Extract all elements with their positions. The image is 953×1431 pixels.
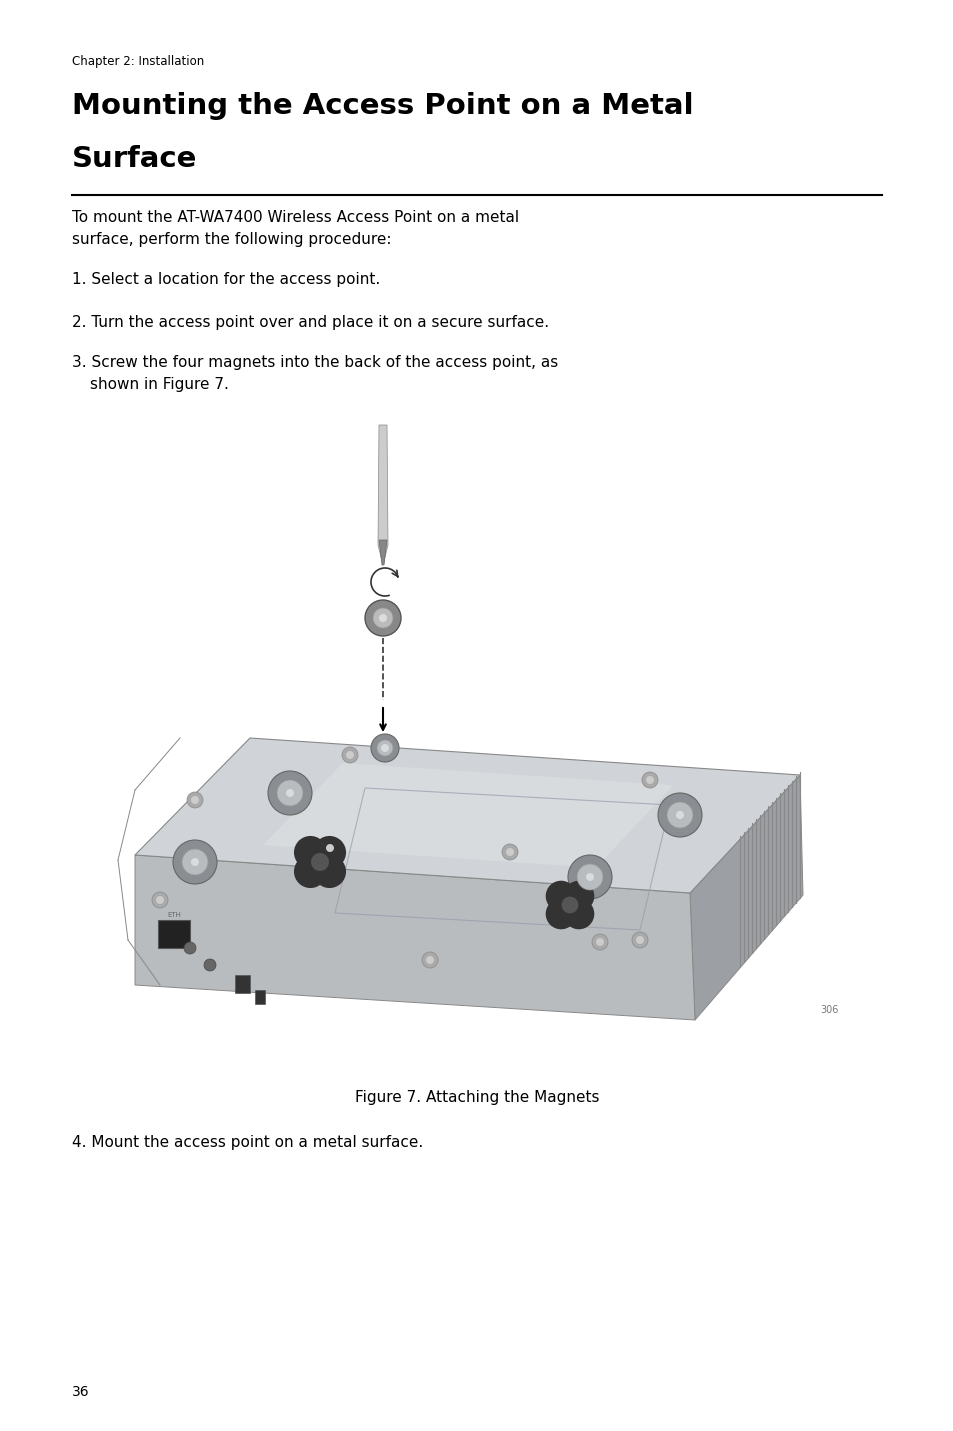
- Circle shape: [152, 892, 168, 909]
- Text: 1. Select a location for the access point.: 1. Select a location for the access poin…: [71, 272, 380, 288]
- Polygon shape: [689, 776, 802, 1020]
- Text: 306: 306: [820, 1005, 838, 1015]
- Circle shape: [182, 849, 208, 874]
- Circle shape: [636, 936, 643, 944]
- Circle shape: [346, 751, 354, 758]
- Circle shape: [311, 853, 329, 871]
- Circle shape: [596, 937, 603, 946]
- Circle shape: [380, 744, 389, 753]
- Circle shape: [592, 934, 607, 950]
- Text: 2. Turn the access point over and place it on a secure surface.: 2. Turn the access point over and place …: [71, 315, 549, 331]
- Text: Chapter 2: Installation: Chapter 2: Installation: [71, 54, 204, 69]
- Text: To mount the AT-WA7400 Wireless Access Point on a metal: To mount the AT-WA7400 Wireless Access P…: [71, 210, 518, 225]
- Circle shape: [341, 747, 357, 763]
- Circle shape: [545, 899, 576, 929]
- Circle shape: [676, 811, 683, 819]
- Text: Figure 7. Attaching the Magnets: Figure 7. Attaching the Magnets: [355, 1090, 598, 1105]
- Circle shape: [631, 932, 647, 947]
- Circle shape: [294, 836, 327, 869]
- Polygon shape: [263, 763, 673, 867]
- Circle shape: [645, 776, 654, 784]
- Circle shape: [268, 771, 312, 816]
- Circle shape: [426, 956, 434, 964]
- Circle shape: [641, 771, 658, 788]
- Circle shape: [505, 849, 514, 856]
- Circle shape: [585, 873, 594, 881]
- Polygon shape: [378, 539, 387, 565]
- Text: ETH: ETH: [167, 912, 181, 919]
- Circle shape: [666, 801, 692, 829]
- Polygon shape: [135, 738, 800, 893]
- Text: 4. Mount the access point on a metal surface.: 4. Mount the access point on a metal sur…: [71, 1135, 423, 1151]
- Circle shape: [378, 614, 387, 622]
- Circle shape: [286, 788, 294, 797]
- Text: surface, perform the following procedure:: surface, perform the following procedure…: [71, 232, 391, 248]
- Circle shape: [563, 899, 594, 929]
- Circle shape: [567, 854, 612, 899]
- Circle shape: [561, 897, 578, 913]
- Polygon shape: [377, 425, 388, 565]
- Circle shape: [313, 836, 346, 869]
- Circle shape: [371, 734, 398, 761]
- Text: 36: 36: [71, 1385, 90, 1400]
- Circle shape: [376, 740, 393, 756]
- Circle shape: [373, 608, 393, 628]
- Circle shape: [326, 844, 334, 851]
- Circle shape: [294, 856, 327, 889]
- Circle shape: [276, 780, 303, 806]
- Circle shape: [191, 796, 199, 804]
- Circle shape: [204, 959, 215, 972]
- FancyBboxPatch shape: [254, 990, 265, 1005]
- Circle shape: [545, 880, 576, 912]
- Circle shape: [187, 791, 203, 809]
- Polygon shape: [135, 854, 695, 1020]
- Text: Mounting the Access Point on a Metal: Mounting the Access Point on a Metal: [71, 92, 693, 120]
- Circle shape: [365, 600, 400, 635]
- Circle shape: [577, 864, 602, 890]
- Circle shape: [322, 840, 337, 856]
- Circle shape: [156, 896, 164, 904]
- Circle shape: [313, 856, 346, 889]
- Text: Surface: Surface: [71, 145, 197, 173]
- Circle shape: [421, 952, 437, 967]
- Text: 3. Screw the four magnets into the back of the access point, as: 3. Screw the four magnets into the back …: [71, 355, 558, 371]
- Circle shape: [191, 859, 199, 866]
- Text: shown in Figure 7.: shown in Figure 7.: [90, 376, 229, 392]
- FancyBboxPatch shape: [158, 920, 190, 947]
- Circle shape: [172, 840, 216, 884]
- Circle shape: [563, 880, 594, 912]
- Circle shape: [184, 942, 195, 954]
- FancyBboxPatch shape: [234, 975, 250, 993]
- Circle shape: [501, 844, 517, 860]
- Circle shape: [658, 793, 701, 837]
